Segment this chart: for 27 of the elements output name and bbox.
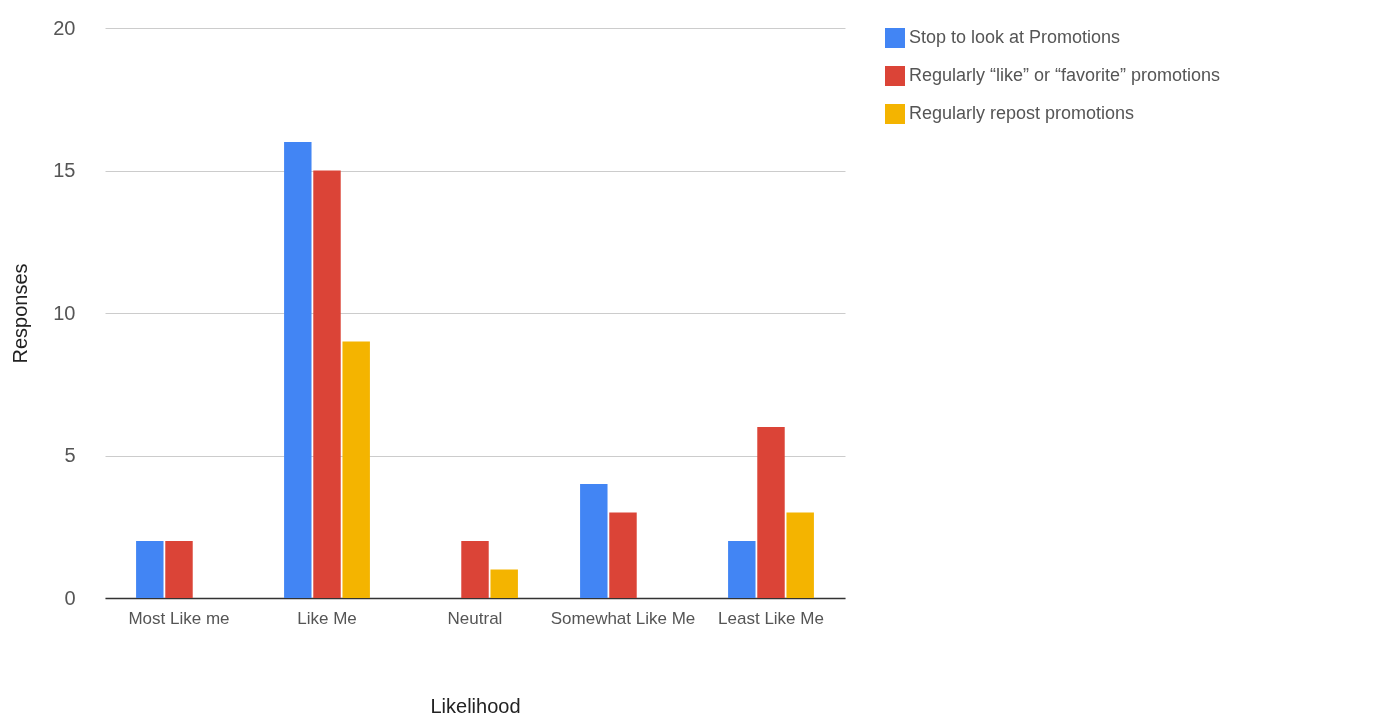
bar xyxy=(342,341,370,598)
y-tick-label: 10 xyxy=(53,301,76,324)
y-tick-label: 0 xyxy=(64,586,76,609)
y-axis-title: Responses xyxy=(9,263,32,364)
bar xyxy=(757,427,785,598)
x-tick-label: Least Like Me xyxy=(718,608,824,628)
bar xyxy=(786,512,814,598)
y-tick-label: 15 xyxy=(53,159,76,181)
bar xyxy=(136,541,164,598)
x-tick-label: Somewhat Like Me xyxy=(550,608,696,628)
legend-label: Stop to look at Promotions xyxy=(909,27,1121,47)
bar xyxy=(313,170,341,598)
bar xyxy=(284,142,312,598)
legend-label: Regularly repost promotions xyxy=(909,103,1135,123)
y-tick-label: 20 xyxy=(53,16,76,39)
x-tick-label: Neutral xyxy=(447,608,503,628)
bar xyxy=(609,512,637,598)
y-tick-label: 5 xyxy=(64,444,76,466)
bar xyxy=(580,484,608,598)
bar xyxy=(461,541,489,598)
x-tick-label: Like Me xyxy=(297,608,357,628)
bar xyxy=(490,569,518,598)
x-tick-label: Most Like me xyxy=(128,608,230,628)
x-axis-title: Likelihood xyxy=(430,694,521,717)
legend-label: Regularly “like” or “favorite” promotions xyxy=(909,65,1221,85)
bar xyxy=(165,541,193,598)
bar xyxy=(728,541,756,598)
